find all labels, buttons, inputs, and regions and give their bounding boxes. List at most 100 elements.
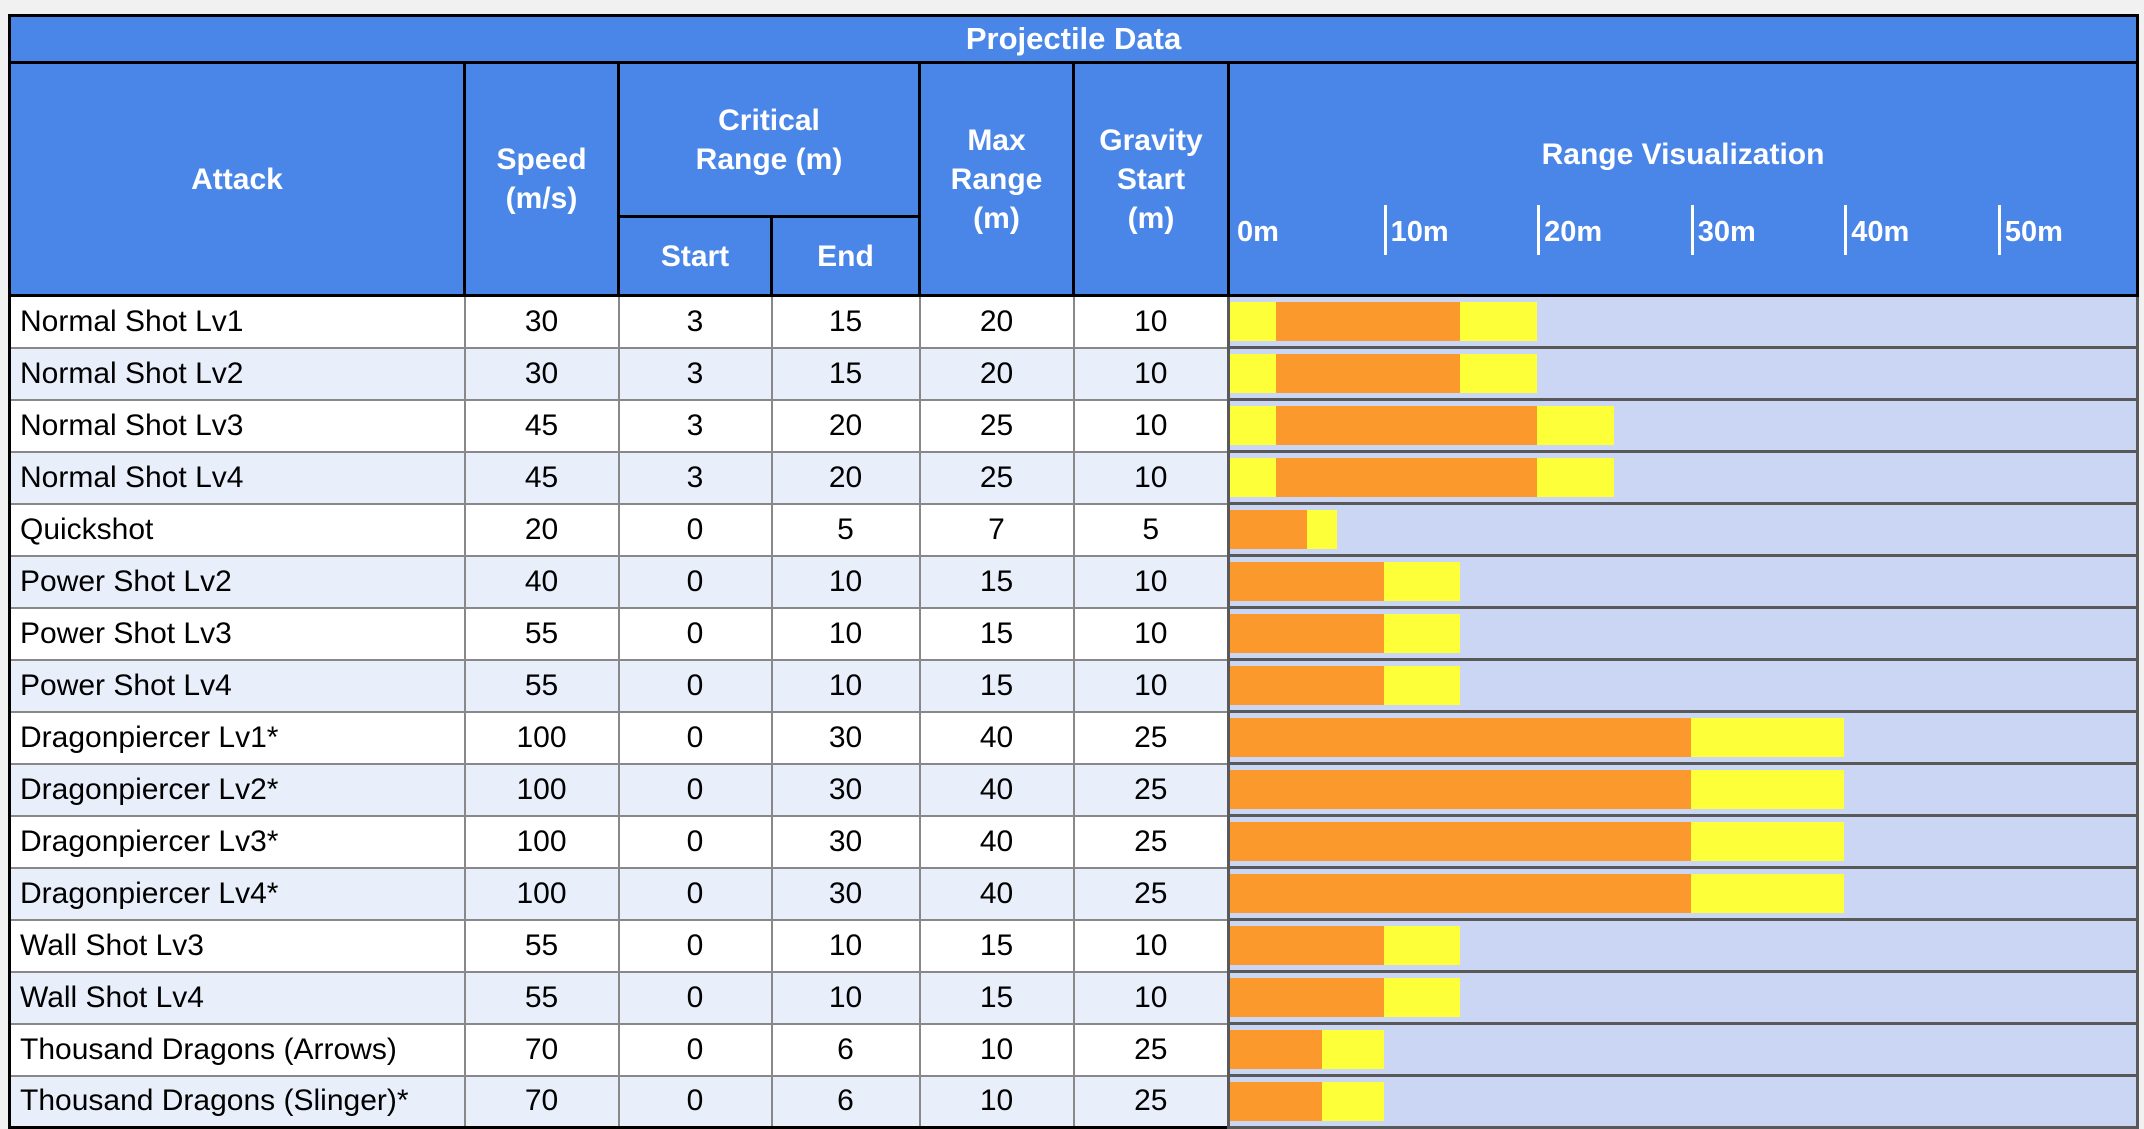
critical-range-bar — [1231, 562, 1384, 601]
critical-start-cell: 0 — [617, 658, 773, 713]
speed-cell: 100 — [463, 762, 620, 817]
max-range-cell: 20 — [918, 346, 1075, 401]
gravity-start-cell: 10 — [1072, 398, 1230, 453]
gravity-start-cell: 25 — [1072, 866, 1230, 921]
table-header: Projectile Data Attack Speed (m/s) Criti… — [7, 14, 2140, 297]
critical-range-bar — [1231, 926, 1384, 965]
critical-start-cell: 0 — [617, 814, 773, 869]
attack-name-cell: Normal Shot Lv4 — [8, 450, 466, 505]
attack-name-cell: Dragonpiercer Lv3* — [8, 814, 466, 869]
critical-start-cell: 0 — [617, 918, 773, 973]
max-range-cell: 20 — [918, 294, 1075, 349]
range-visualization-cell — [1226, 866, 2140, 921]
critical-range-bar — [1231, 614, 1384, 653]
critical-end-cell: 6 — [770, 1022, 921, 1077]
critical-end-cell: 30 — [770, 710, 921, 765]
attack-name-cell: Normal Shot Lv3 — [8, 398, 466, 453]
gravity-start-cell: 25 — [1072, 710, 1230, 765]
critical-end-cell: 30 — [770, 762, 921, 817]
column-header-max-range: Max Range (m) — [918, 61, 1075, 297]
table-row: Thousand Dragons (Arrows) 70 0 6 10 25 — [8, 1022, 2140, 1077]
critical-start-cell: 3 — [617, 346, 773, 401]
table-row: Dragonpiercer Lv3* 100 0 30 40 25 — [8, 814, 2140, 869]
attack-name-cell: Dragonpiercer Lv4* — [8, 866, 466, 921]
range-visualization-header: Range Visualization 0m 10m 20m 30m 40m 50m — [1232, 103, 2135, 255]
critical-end-cell: 30 — [770, 866, 921, 921]
max-range-bar — [1383, 978, 1461, 1017]
column-header-critical-end: End — [770, 215, 921, 297]
critical-start-cell: 0 — [617, 554, 773, 609]
critical-end-cell: 30 — [770, 814, 921, 869]
max-range-cell: 15 — [918, 970, 1075, 1025]
critical-range-bar — [1276, 458, 1538, 497]
max-range-bar — [1306, 510, 1338, 549]
axis-tick-label: 50m — [2004, 216, 2063, 249]
table-row: Dragonpiercer Lv2* 100 0 30 40 25 — [8, 762, 2140, 817]
critical-start-cell: 0 — [617, 606, 773, 661]
axis-tick-label: 30m — [1697, 216, 1756, 249]
speed-cell: 30 — [463, 294, 620, 349]
critical-end-cell: 20 — [770, 450, 921, 505]
projectile-data-table: Projectile Data Attack Speed (m/s) Criti… — [7, 14, 2140, 1129]
range-visualization-cell — [1226, 710, 2140, 765]
critical-start-cell: 3 — [617, 398, 773, 453]
attack-name-cell: Wall Shot Lv4 — [8, 970, 466, 1025]
axis-tick-line — [1997, 205, 2001, 255]
speed-cell: 70 — [463, 1074, 620, 1129]
header-sub-row: Start End — [10, 215, 2138, 297]
critical-range-bar — [1231, 666, 1384, 705]
range-visualization-cell — [1226, 606, 2140, 661]
max-range-bar — [1322, 1082, 1384, 1121]
axis-tick-label: 40m — [1851, 216, 1910, 249]
critical-end-cell: 10 — [770, 918, 921, 973]
critical-range-bar — [1276, 406, 1538, 445]
critical-range-bar — [1276, 354, 1461, 393]
speed-cell: 100 — [463, 814, 620, 869]
attack-name-cell: Quickshot — [8, 502, 466, 557]
speed-cell: 30 — [463, 346, 620, 401]
axis-tick-line — [1690, 205, 1694, 255]
gravity-start-cell: 10 — [1072, 970, 1230, 1025]
max-range-cell: 15 — [918, 554, 1075, 609]
speed-cell: 70 — [463, 1022, 620, 1077]
max-range-cell: 25 — [918, 398, 1075, 453]
critical-range-bar — [1231, 510, 1307, 549]
speed-cell: 45 — [463, 398, 620, 453]
max-range-cell: 40 — [918, 710, 1075, 765]
max-range-bar — [1383, 562, 1461, 601]
range-visualization-cell — [1226, 918, 2140, 973]
critical-start-cell: 3 — [617, 450, 773, 505]
range-visualization-cell — [1226, 814, 2140, 869]
max-range-bar — [1231, 354, 1277, 393]
range-visualization-cell — [1226, 762, 2140, 817]
critical-range-bar — [1231, 822, 1691, 861]
critical-range-bar — [1231, 874, 1691, 913]
column-header-attack: Attack — [8, 61, 466, 297]
speed-cell: 100 — [463, 866, 620, 921]
axis-tick-label: 0m — [1237, 216, 1279, 249]
range-visualization-cell — [1226, 294, 2140, 349]
max-range-bar — [1383, 926, 1461, 965]
max-range-bar — [1383, 666, 1461, 705]
range-visualization-cell — [1226, 450, 2140, 505]
max-range-bar — [1460, 354, 1538, 393]
max-range-bar — [1690, 770, 1845, 809]
range-visualization-cell — [1226, 658, 2140, 713]
range-axis: 0m 10m 20m 30m 40m 50m — [1232, 205, 2135, 255]
gravity-start-cell: 10 — [1072, 450, 1230, 505]
axis-tick-line — [1383, 205, 1387, 255]
max-range-cell: 40 — [918, 814, 1075, 869]
gravity-start-cell: 10 — [1072, 554, 1230, 609]
column-header-critical-start: Start — [617, 215, 773, 297]
column-header-speed: Speed (m/s) — [463, 61, 620, 297]
gravity-start-cell: 10 — [1072, 294, 1230, 349]
max-range-cell: 10 — [918, 1022, 1075, 1077]
attack-name-cell: Wall Shot Lv3 — [8, 918, 466, 973]
table-row: Normal Shot Lv4 45 3 20 25 10 — [8, 450, 2140, 505]
speed-cell: 45 — [463, 450, 620, 505]
max-range-cell: 15 — [918, 918, 1075, 973]
speed-cell: 55 — [463, 970, 620, 1025]
attack-name-cell: Thousand Dragons (Arrows) — [8, 1022, 466, 1077]
max-range-cell: 40 — [918, 866, 1075, 921]
speed-cell: 55 — [463, 658, 620, 713]
